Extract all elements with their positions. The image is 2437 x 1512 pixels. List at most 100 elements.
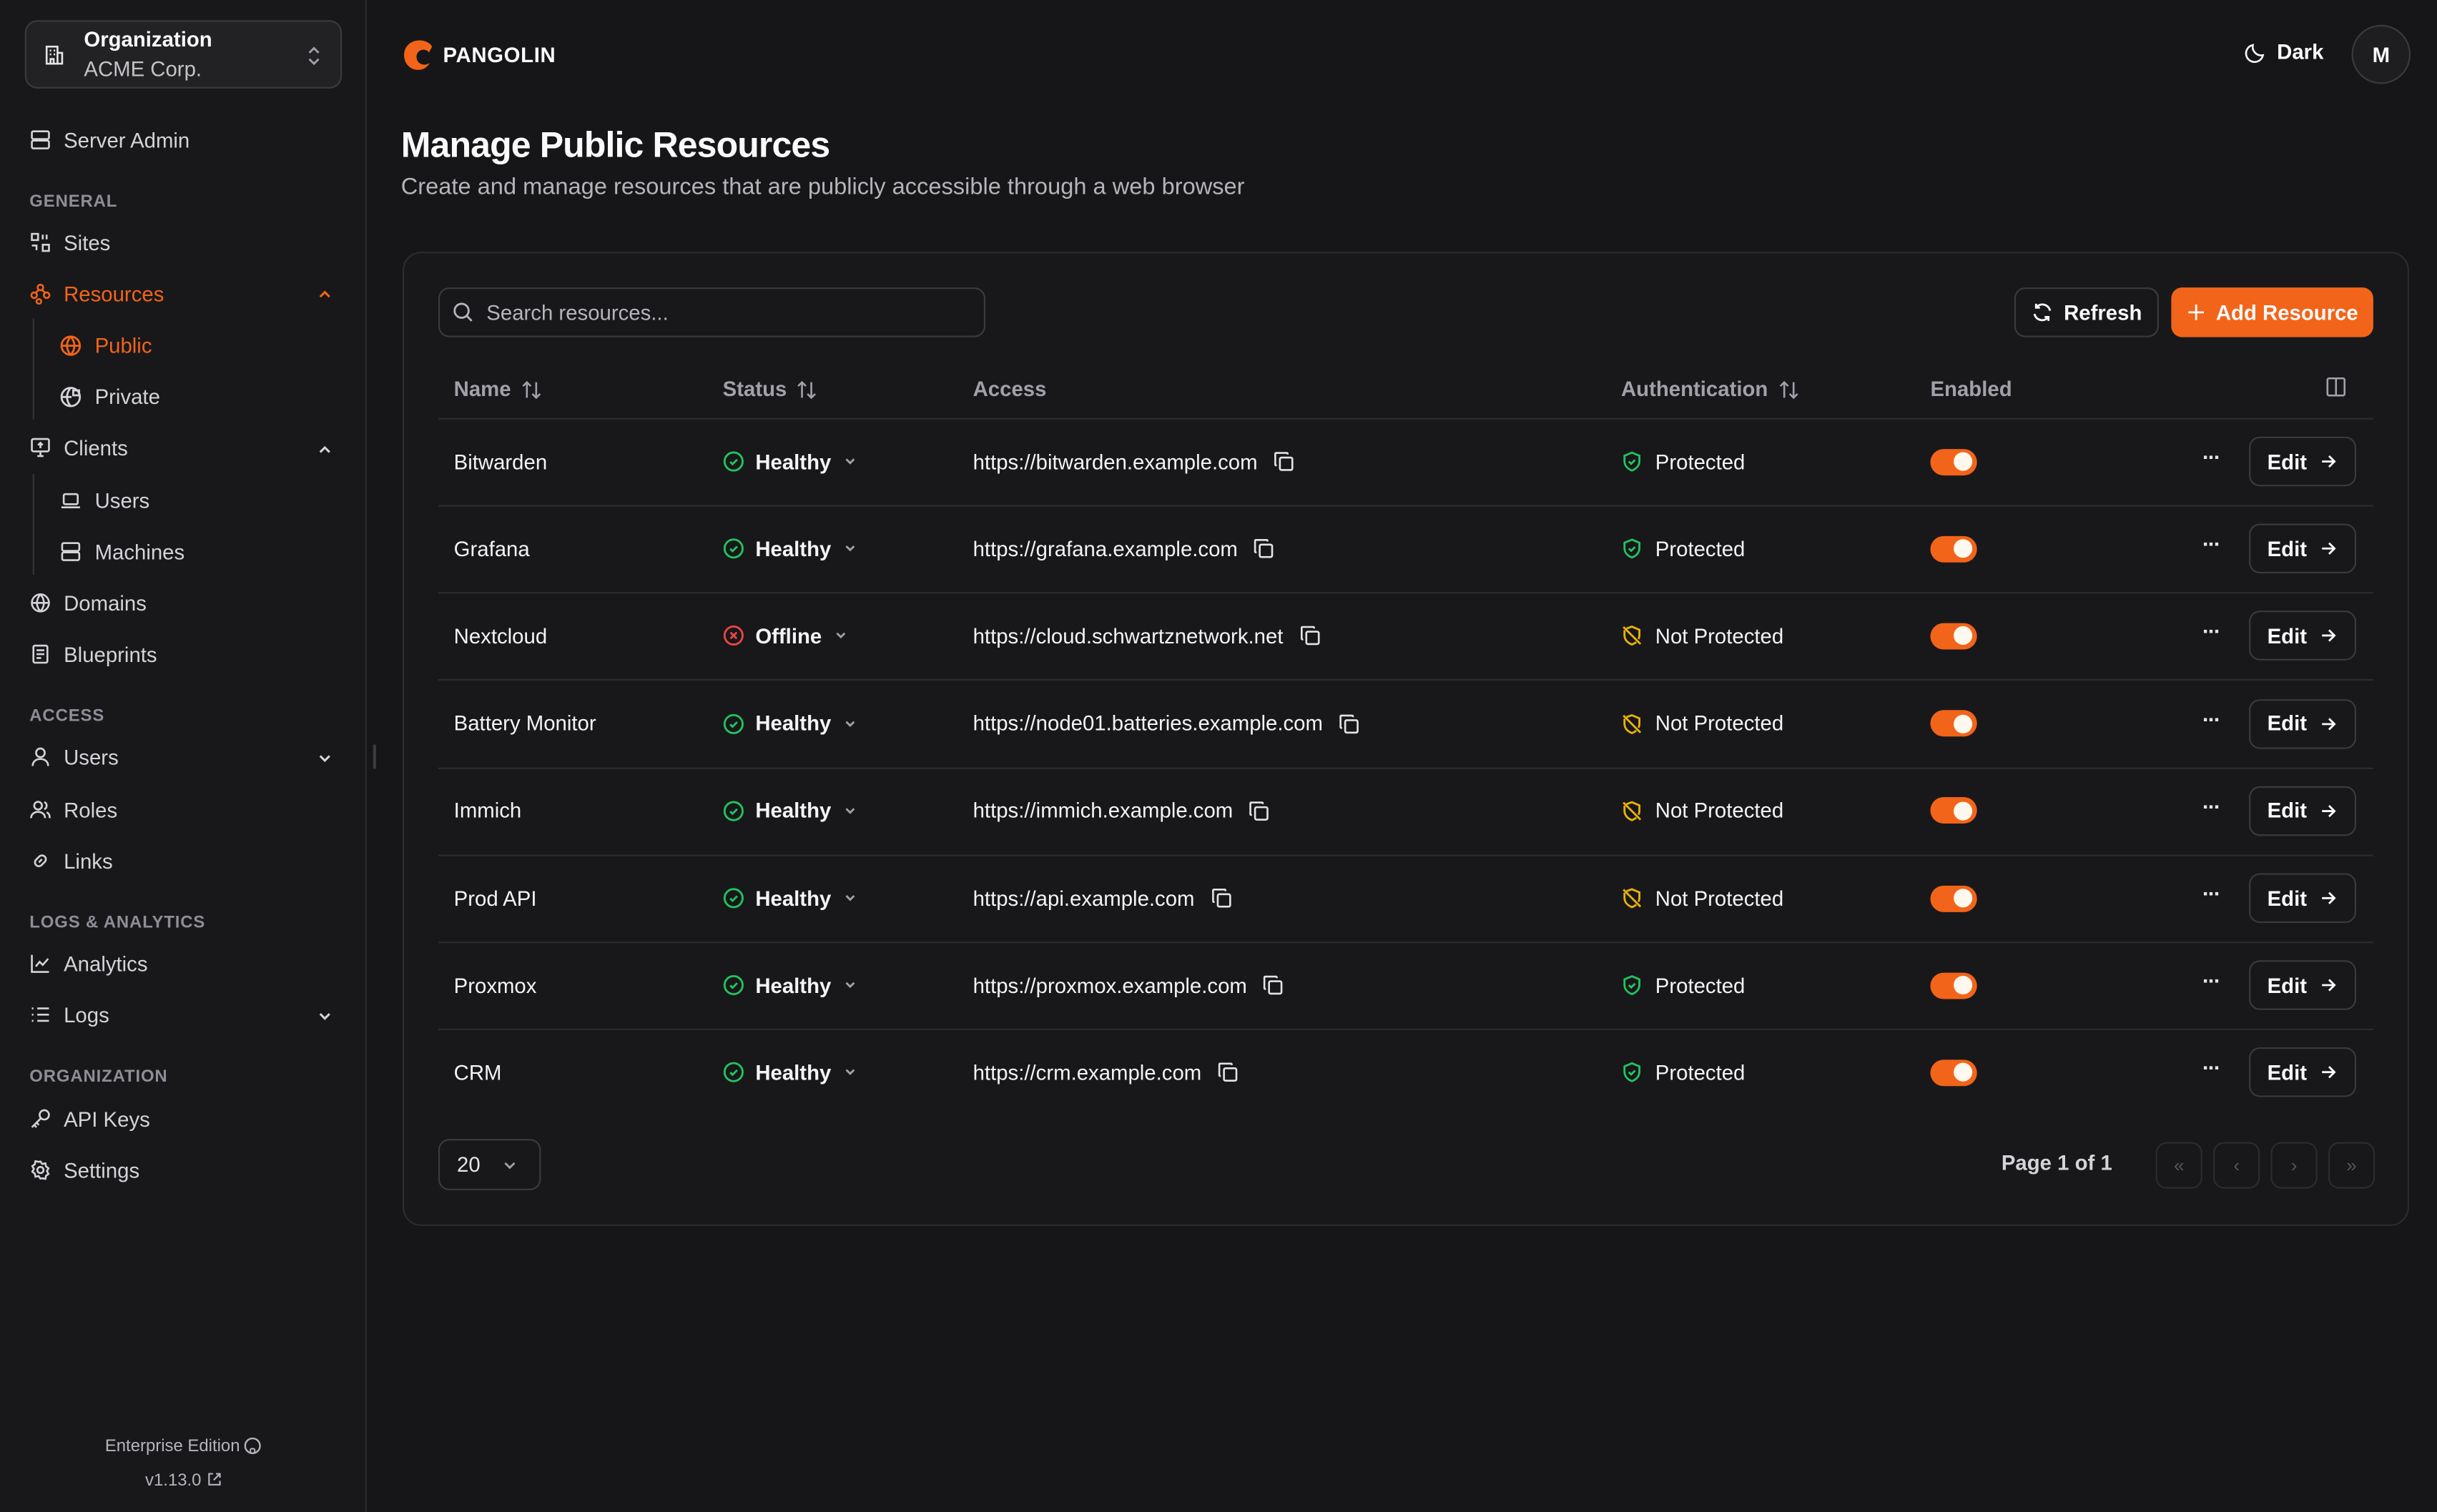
- status-dropdown[interactable]: Offline: [723, 621, 849, 651]
- shield-off-icon: [1621, 626, 1643, 647]
- access-url[interactable]: https://proxmox.example.com: [973, 970, 1284, 1001]
- access-url-text[interactable]: https://bitwarden.example.com: [973, 450, 1258, 473]
- column-header-status[interactable]: Status: [723, 377, 818, 401]
- access-url[interactable]: https://cloud.schwartznetwork.net: [973, 621, 1321, 651]
- access-url[interactable]: https://api.example.com: [973, 883, 1232, 914]
- sidebar-item-blueprints[interactable]: Blueprints: [29, 638, 157, 669]
- enabled-toggle[interactable]: [1930, 1059, 1977, 1087]
- enabled-toggle[interactable]: [1930, 535, 1977, 563]
- edit-button[interactable]: Edit: [2249, 523, 2357, 574]
- copy-icon[interactable]: [1263, 974, 1284, 996]
- more-options-icon[interactable]: ···: [2202, 1055, 2221, 1081]
- avatar[interactable]: M: [2351, 24, 2411, 84]
- sidebar-item-clients[interactable]: Clients: [29, 432, 128, 463]
- more-options-icon[interactable]: ···: [2202, 881, 2221, 906]
- last-page-button[interactable]: »: [2328, 1142, 2376, 1189]
- columns-toggle-icon[interactable]: [2325, 376, 2347, 397]
- access-url-text[interactable]: https://api.example.com: [973, 886, 1195, 910]
- enabled-toggle[interactable]: [1930, 884, 1977, 911]
- edit-button[interactable]: Edit: [2249, 698, 2357, 748]
- brand-logo[interactable]: PANGOLIN: [401, 37, 556, 71]
- first-page-button[interactable]: «: [2155, 1142, 2202, 1189]
- chevron-down-icon[interactable]: [315, 1007, 334, 1025]
- sidebar-item-server-admin[interactable]: Server Admin: [29, 124, 189, 155]
- access-url[interactable]: https://crm.example.com: [973, 1057, 1239, 1088]
- chevron-down-icon[interactable]: [315, 749, 334, 768]
- enabled-toggle[interactable]: [1930, 972, 1977, 999]
- status-dropdown[interactable]: Healthy: [723, 708, 858, 738]
- version-label[interactable]: v1.13.0: [0, 1471, 367, 1490]
- status-dropdown[interactable]: Healthy: [723, 883, 858, 914]
- access-url-text[interactable]: https://cloud.schwartznetwork.net: [973, 624, 1284, 648]
- sidebar-item-logs[interactable]: Logs: [29, 999, 109, 1030]
- access-url-text[interactable]: https://grafana.example.com: [973, 537, 1238, 560]
- prev-page-button[interactable]: ‹: [2213, 1142, 2260, 1189]
- sidebar-item-resources[interactable]: Resources: [29, 278, 164, 309]
- access-url-text[interactable]: https://crm.example.com: [973, 1061, 1202, 1084]
- search-input[interactable]: Search resources...: [438, 287, 985, 337]
- sidebar-item-client-users[interactable]: Users: [59, 485, 149, 515]
- resource-name-text: Prod API: [453, 886, 537, 910]
- status-dropdown[interactable]: Healthy: [723, 970, 858, 1001]
- sidebar-item-analytics[interactable]: Analytics: [29, 948, 148, 979]
- refresh-button[interactable]: Refresh: [2014, 287, 2159, 337]
- edit-button[interactable]: Edit: [2249, 960, 2357, 1011]
- enabled-toggle[interactable]: [1930, 623, 1977, 650]
- theme-toggle[interactable]: Dark: [2245, 41, 2323, 64]
- enabled-toggle[interactable]: [1930, 797, 1977, 824]
- more-options-icon[interactable]: ···: [2202, 968, 2221, 994]
- access-url[interactable]: https://bitwarden.example.com: [973, 446, 1295, 477]
- copy-icon[interactable]: [1217, 1062, 1239, 1083]
- org-switcher[interactable]: Organization ACME Corp.: [24, 20, 343, 89]
- enabled-toggle[interactable]: [1930, 710, 1977, 737]
- sidebar-item-settings[interactable]: Settings: [29, 1155, 139, 1185]
- more-options-icon[interactable]: ···: [2202, 444, 2221, 470]
- status-dropdown[interactable]: Healthy: [723, 446, 858, 477]
- access-url[interactable]: https://grafana.example.com: [973, 533, 1275, 564]
- edit-button[interactable]: Edit: [2249, 786, 2357, 836]
- access-url-text[interactable]: https://proxmox.example.com: [973, 974, 1247, 997]
- access-url-text[interactable]: https://immich.example.com: [973, 799, 1234, 823]
- status-dropdown[interactable]: Healthy: [723, 795, 858, 826]
- more-options-icon[interactable]: ···: [2202, 531, 2221, 557]
- copy-icon[interactable]: [1249, 800, 1270, 821]
- copy-icon[interactable]: [1210, 887, 1231, 909]
- edit-button[interactable]: Edit: [2249, 611, 2357, 661]
- edit-button[interactable]: Edit: [2249, 436, 2357, 487]
- chevron-up-icon[interactable]: [315, 440, 334, 458]
- sidebar-item-machines[interactable]: Machines: [59, 536, 184, 567]
- sidebar-item-roles[interactable]: Roles: [29, 794, 117, 825]
- access-url[interactable]: https://immich.example.com: [973, 795, 1271, 826]
- sidebar-item-domains[interactable]: Domains: [29, 588, 147, 618]
- column-header-name[interactable]: Name: [454, 377, 542, 401]
- sidebar-item-api-keys[interactable]: API Keys: [29, 1103, 150, 1134]
- more-options-icon[interactable]: ···: [2202, 706, 2221, 731]
- access-url[interactable]: https://node01.batteries.example.com: [973, 708, 1361, 738]
- link-icon: [29, 850, 51, 871]
- more-options-icon[interactable]: ···: [2202, 794, 2221, 819]
- status-dropdown[interactable]: Healthy: [723, 533, 858, 564]
- access-url-text[interactable]: https://node01.batteries.example.com: [973, 711, 1323, 736]
- edit-button[interactable]: Edit: [2249, 1047, 2357, 1098]
- status-dropdown[interactable]: Healthy: [723, 1057, 858, 1088]
- more-options-icon[interactable]: ···: [2202, 618, 2221, 644]
- column-header-authentication[interactable]: Authentication: [1621, 377, 1799, 401]
- chevron-up-icon[interactable]: [315, 285, 334, 303]
- enabled-toggle[interactable]: [1930, 448, 1977, 475]
- sidebar-item-links[interactable]: Links: [29, 845, 113, 876]
- copy-icon[interactable]: [1273, 450, 1294, 472]
- copy-icon[interactable]: [1254, 538, 1275, 559]
- chevron-down-icon: [842, 1065, 858, 1081]
- sidebar-item-private[interactable]: Private: [59, 381, 160, 412]
- add-resource-button[interactable]: Add Resource: [2171, 287, 2373, 337]
- sidebar-item-users[interactable]: Users: [29, 741, 119, 772]
- copy-icon[interactable]: [1339, 713, 1360, 734]
- edition-label[interactable]: Enterprise Edition: [0, 1437, 367, 1456]
- next-page-button[interactable]: ›: [2270, 1142, 2318, 1189]
- sidebar-resize-handle[interactable]: [373, 744, 376, 769]
- sidebar-item-public[interactable]: Public: [59, 330, 152, 360]
- sidebar-item-sites[interactable]: Sites: [29, 227, 110, 257]
- edit-button[interactable]: Edit: [2249, 873, 2357, 924]
- copy-icon[interactable]: [1299, 626, 1320, 647]
- page-size-select[interactable]: 20: [438, 1139, 541, 1190]
